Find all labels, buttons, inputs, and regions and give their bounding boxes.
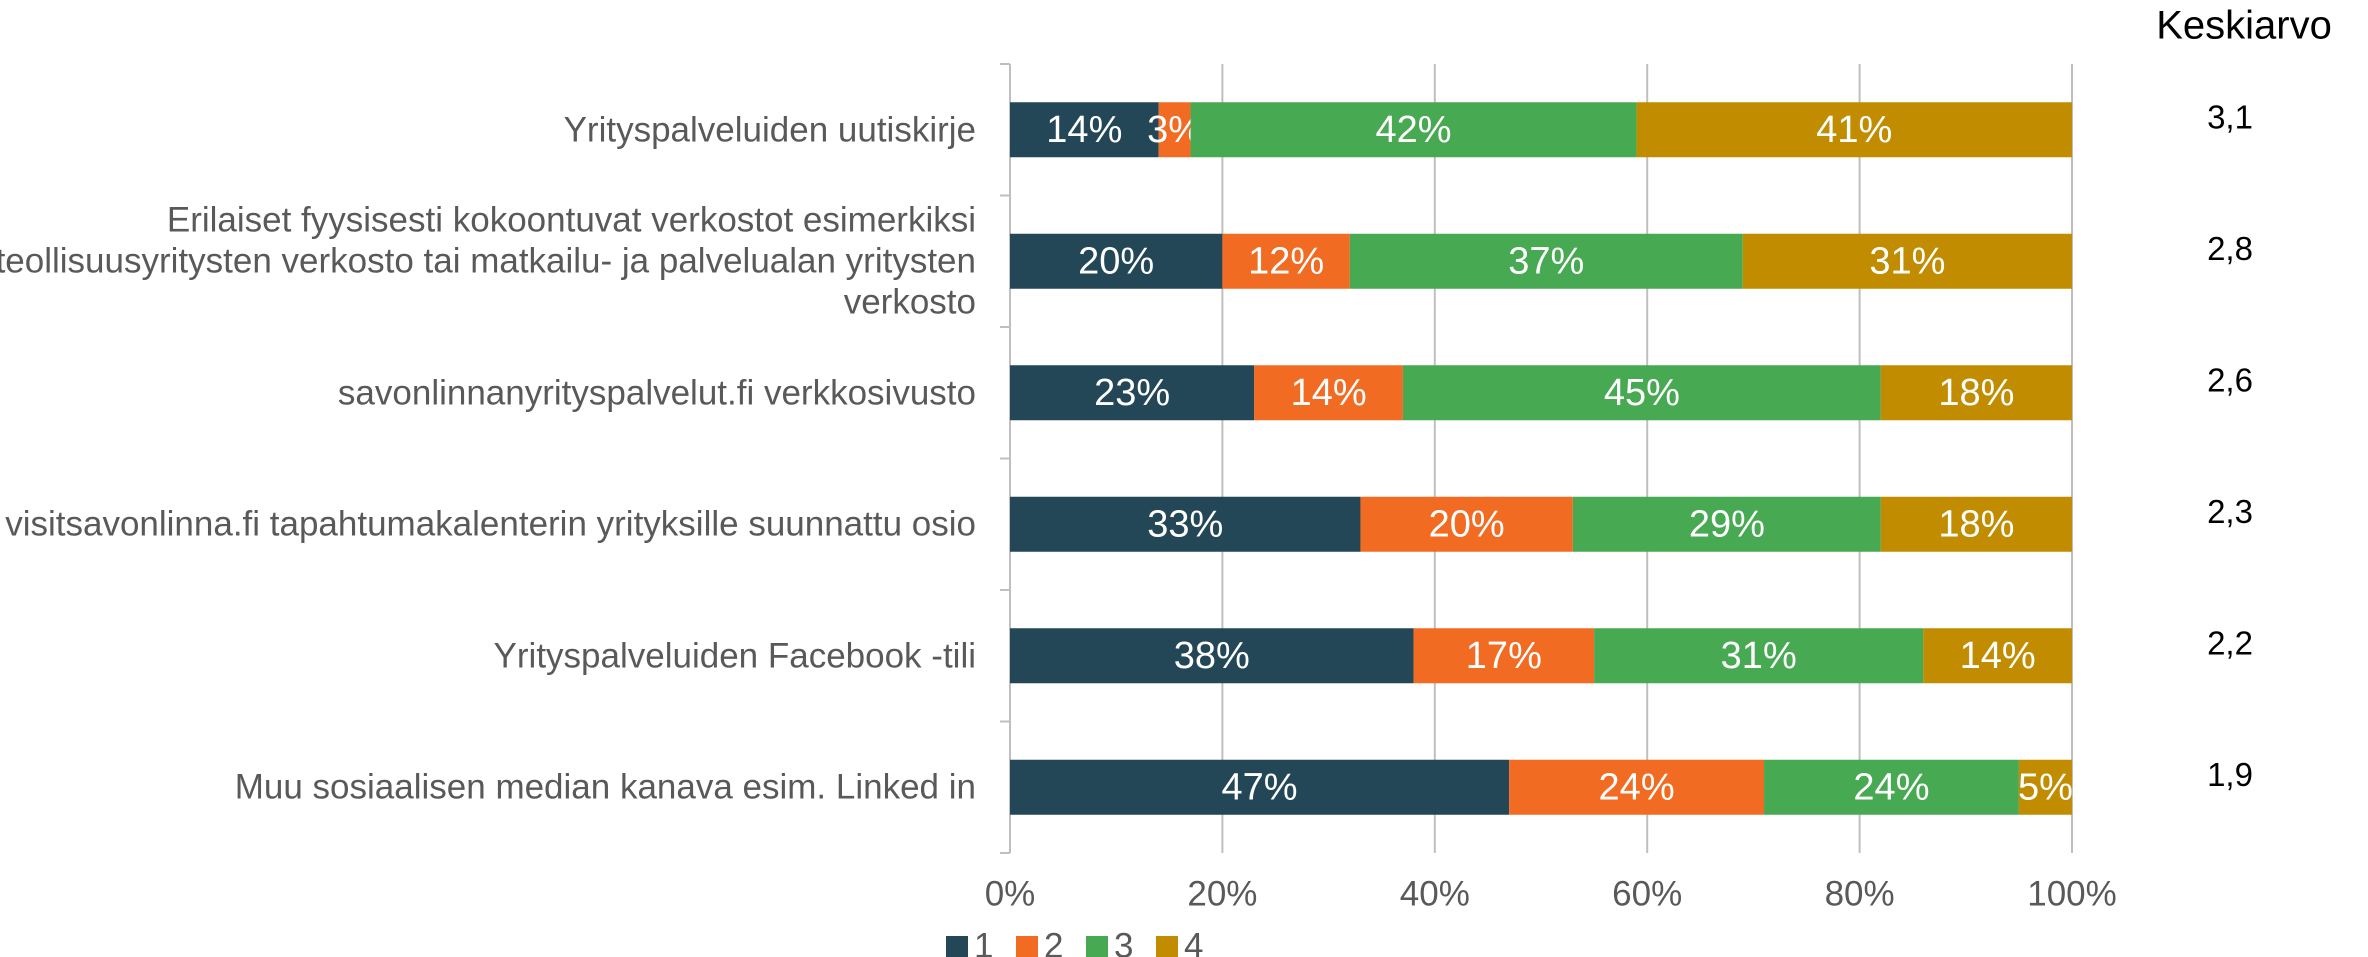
data-label: 29% (1689, 503, 1765, 545)
category-label: Yrityspalveluiden uutiskirje (563, 110, 976, 150)
data-label: 20% (1078, 240, 1154, 282)
data-label: 24% (1599, 766, 1675, 808)
bar-segment (1742, 233, 2072, 289)
bar-segment (1190, 102, 1637, 158)
category-label: visitsavonlinna.fi tapahtumakalenterin y… (5, 504, 976, 544)
side-column-title: Keskiarvo (2156, 4, 2332, 48)
legend-swatch (1016, 936, 1038, 957)
bar-segment (1158, 102, 1191, 158)
bar-segment (1572, 496, 1881, 552)
data-label: 31% (1869, 240, 1945, 282)
data-label: 20% (1429, 503, 1505, 545)
data-label: 45% (1604, 372, 1680, 414)
category-label: Erilaiset fyysisesti kokoontuvat verkost… (0, 200, 976, 322)
bar-segment (1349, 233, 1743, 289)
bar-segment (1402, 365, 1881, 421)
side-column-value: 1,9 (2207, 756, 2253, 793)
side-column-value: 3,1 (2207, 98, 2253, 135)
legend-label: 2 (1044, 926, 1063, 957)
bar-segment (1010, 628, 1414, 684)
legend-swatch (1156, 936, 1178, 957)
x-tick-label: 60% (1612, 874, 1682, 913)
category-label: Muu sosiaalisen median kanava esim. Link… (234, 767, 976, 807)
bar-segment (1010, 759, 1510, 815)
side-column-value: 2,8 (2207, 230, 2253, 267)
data-label: 47% (1222, 766, 1298, 808)
bar-segment (1010, 233, 1223, 289)
bar-segment (1413, 628, 1595, 684)
data-label: 14% (1291, 372, 1367, 414)
data-label: 37% (1508, 240, 1584, 282)
data-label: 24% (1853, 766, 1929, 808)
data-label: 38% (1174, 635, 1250, 677)
legend-swatch (946, 936, 968, 957)
data-label: 33% (1147, 503, 1223, 545)
x-tick-label: 0% (985, 874, 1036, 913)
category-label: Yrityspalveluiden Facebook -tili (493, 636, 976, 676)
data-label: 42% (1376, 109, 1452, 151)
legend-label: 3 (1114, 926, 1133, 957)
bar-segment (1222, 233, 1350, 289)
data-label: 31% (1721, 635, 1797, 677)
data-label: 12% (1248, 240, 1324, 282)
data-label: 23% (1094, 372, 1170, 414)
x-tick-label: 20% (1187, 874, 1257, 913)
data-label: 18% (1938, 503, 2014, 545)
bar-segment (1360, 496, 1573, 552)
data-label: 18% (1938, 372, 2014, 414)
x-tick-label: 80% (1825, 874, 1895, 913)
legend-label: 1 (974, 926, 993, 957)
data-label: 17% (1466, 635, 1542, 677)
bar-segment (1254, 365, 1403, 421)
bar-segment (1764, 759, 2019, 815)
legend-label: 4 (1184, 926, 1203, 957)
x-tick-label: 40% (1400, 874, 1470, 913)
legend-swatch (1086, 936, 1108, 957)
category-label: savonlinnanyrityspalvelut.fi verkkosivus… (337, 373, 976, 413)
data-label: 14% (1960, 635, 2036, 677)
bar-segment (1594, 628, 1924, 684)
bar-segment (1509, 759, 1765, 815)
bar-segment (1880, 365, 2072, 421)
data-label: 41% (1816, 109, 1892, 151)
bar-segment (1923, 628, 2072, 684)
bar-segment (1010, 496, 1361, 552)
x-tick-label: 100% (2027, 874, 2117, 913)
bar-segment (1010, 365, 1255, 421)
side-column-value: 2,2 (2207, 624, 2253, 661)
bar-segment (2018, 759, 2072, 815)
bar-segment (1636, 102, 2072, 158)
data-label: 14% (1046, 109, 1122, 151)
data-label: 5% (2018, 766, 2073, 808)
bar-segment (1010, 102, 1159, 158)
side-column-value: 2,6 (2207, 361, 2253, 398)
bar-segment (1880, 496, 2072, 552)
side-column-value: 2,3 (2207, 493, 2253, 530)
